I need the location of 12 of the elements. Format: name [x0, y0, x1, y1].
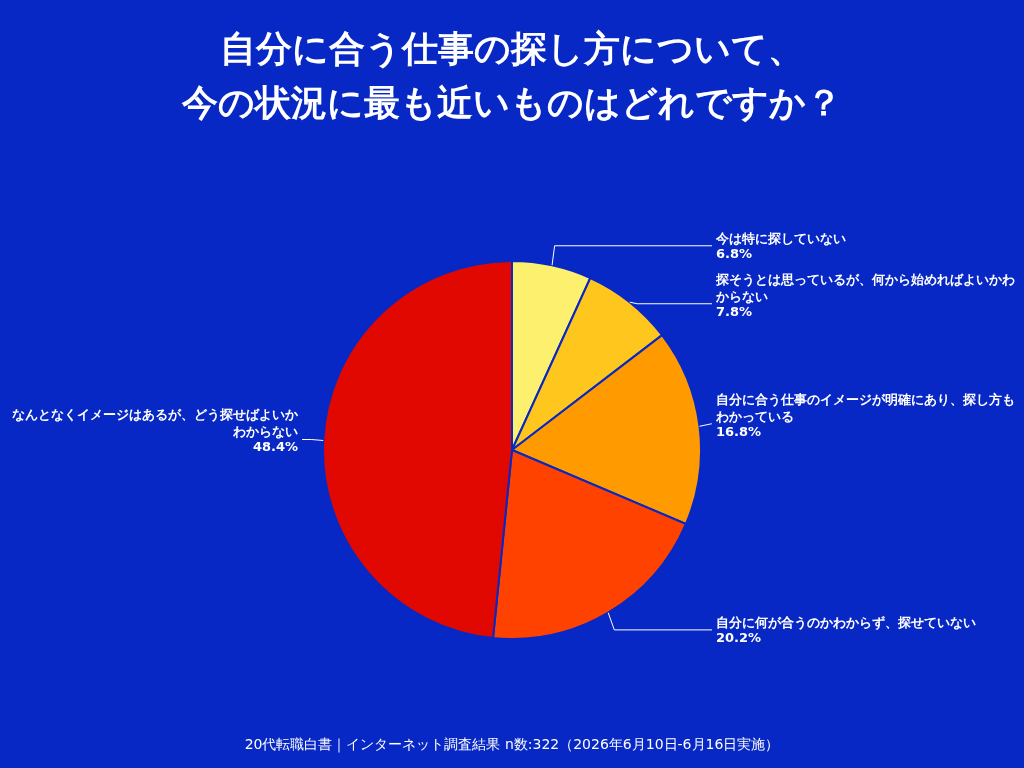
slice-label: 自分に何が合うのかわからず、探せていない [716, 614, 976, 630]
data-label: 16.8% [716, 423, 762, 439]
slice-label: 自分に合う仕事のイメージが明確にあり、探し方もわかっている [715, 391, 1015, 424]
data-label: 48.4% [252, 439, 298, 455]
data-label: 6.8% [716, 245, 753, 261]
data-label: 7.8% [716, 303, 753, 319]
slice-label: なんとなくイメージはあるが、どう探せばよいかわからない [12, 407, 299, 440]
chart-title: 自分に合う仕事の探し方について、今の状況に最も近いものはどれですか？ [181, 27, 843, 125]
text: 20代転職白書｜インターネット調査結果 n数:322（2026年6月10日-6月16日実施） [243, 736, 781, 754]
slice-label: 今は特に探していない [715, 230, 846, 246]
slice-label: 探そうとは思っているが、何から始めればよいかわからない [715, 271, 1015, 304]
data-label: 20.2% [716, 629, 762, 645]
